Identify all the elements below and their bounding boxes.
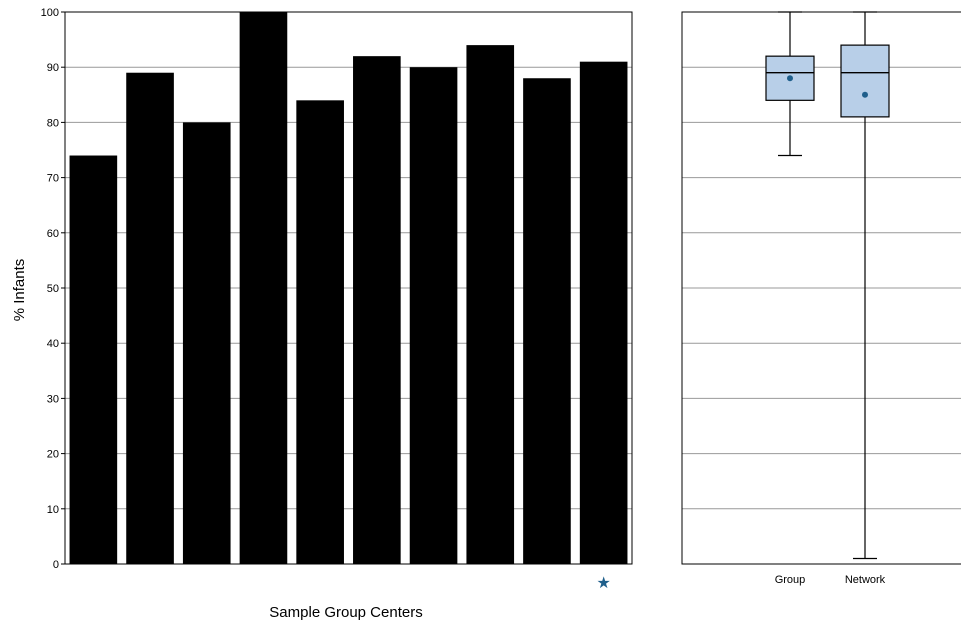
box-category-label: Network [845,574,886,586]
box-series [765,11,890,560]
box-category-label: Group [775,574,806,586]
bar [182,122,231,565]
y-tick-label: 70 [47,173,59,185]
box-iqr [840,44,890,118]
box-mean-point [787,75,793,82]
box-gridlines [682,66,961,510]
box-mean-point [862,91,868,98]
bar-chart-panel: 0 10 20 30 40 50 60 70 80 90 100 ★ % Infants Sampl… [11,7,633,620]
bar [466,45,515,565]
bar [353,56,401,564]
y-tick-label: 90 [47,62,59,74]
box-plot-panel: Group Network [681,11,961,586]
bar [239,12,288,564]
y-tick-label: 80 [47,117,59,129]
y-tick-label: 50 [47,283,59,295]
bar [523,78,571,565]
y-tick-label: 60 [47,228,59,240]
box-network [840,11,890,560]
y-tick-label: 100 [41,7,59,19]
bar [126,72,174,564]
bar-y-tick-labels: 0 10 20 30 40 50 60 70 80 90 100 [41,7,65,571]
y-tick-label: 0 [53,559,59,571]
bar [409,67,458,564]
y-tick-label: 10 [47,504,59,516]
box-plot-frame [681,11,961,565]
box-group [765,11,815,157]
y-tick-label: 20 [47,449,59,461]
y-tick-label: 30 [47,393,59,405]
y-tick-label: 40 [47,338,59,350]
box-iqr [765,55,815,101]
bar-plot-frame [64,11,633,565]
bar [296,100,344,564]
x-axis-title: Sample Group Centers [269,604,422,620]
box-category-labels: Group Network [775,574,886,586]
bar [579,61,628,565]
highlight-star-marker: ★ [596,575,610,592]
bar [69,155,118,564]
bar-series [69,12,628,565]
y-axis-title: % Infants [11,259,28,322]
